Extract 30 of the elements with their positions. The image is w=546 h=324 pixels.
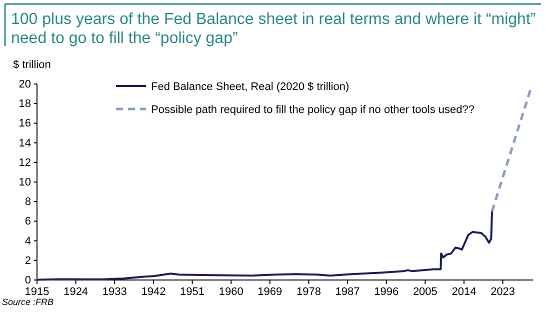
legend-label: Fed Balance Sheet, Real (2020 $ trillion) — [151, 81, 350, 93]
y-tick-label: 18 — [18, 98, 31, 110]
y-tick-label: 2 — [24, 254, 31, 267]
x-tick-label: 1978 — [296, 286, 321, 298]
y-tick-label: 16 — [18, 118, 31, 130]
x-tick-label: 1942 — [141, 286, 166, 298]
y-tick-label: 14 — [18, 137, 31, 150]
x-tick-label: 1924 — [64, 286, 88, 298]
y-tick-label: 4 — [24, 235, 31, 248]
x-tick-label: 1996 — [374, 286, 399, 298]
x-tick-label: 1915 — [24, 286, 50, 298]
y-tick-label: 8 — [24, 196, 31, 208]
source-note: Source :FRB — [2, 297, 54, 307]
y-axis-title: $ trillion — [13, 59, 51, 71]
y-tick-label: 20 — [18, 78, 31, 91]
y-tick-label: 0 — [24, 274, 31, 287]
x-tick-label: 1960 — [218, 286, 244, 298]
x-tick-label: 1951 — [180, 286, 205, 298]
y-tick-label: 12 — [18, 156, 31, 169]
x-tick-label: 2023 — [490, 286, 516, 298]
legend-label: Possible path required to fill the policy gap if no other tools used?? — [151, 104, 474, 116]
x-tick-label: 1987 — [335, 286, 360, 298]
line-series — [36, 210, 494, 281]
x-tick-label: 2005 — [412, 286, 438, 298]
chart-title: 100 plus years of the Fed Balance sheet in real terms and where it “might” need to go to fill the “policy gap” — [11, 11, 536, 47]
y-tick-label: 6 — [24, 216, 31, 228]
x-tick-label: 1933 — [102, 286, 127, 298]
x-tick-label: 1969 — [258, 286, 282, 298]
y-tick-label: 10 — [18, 176, 31, 189]
x-tick-label: 2014 — [452, 286, 476, 298]
